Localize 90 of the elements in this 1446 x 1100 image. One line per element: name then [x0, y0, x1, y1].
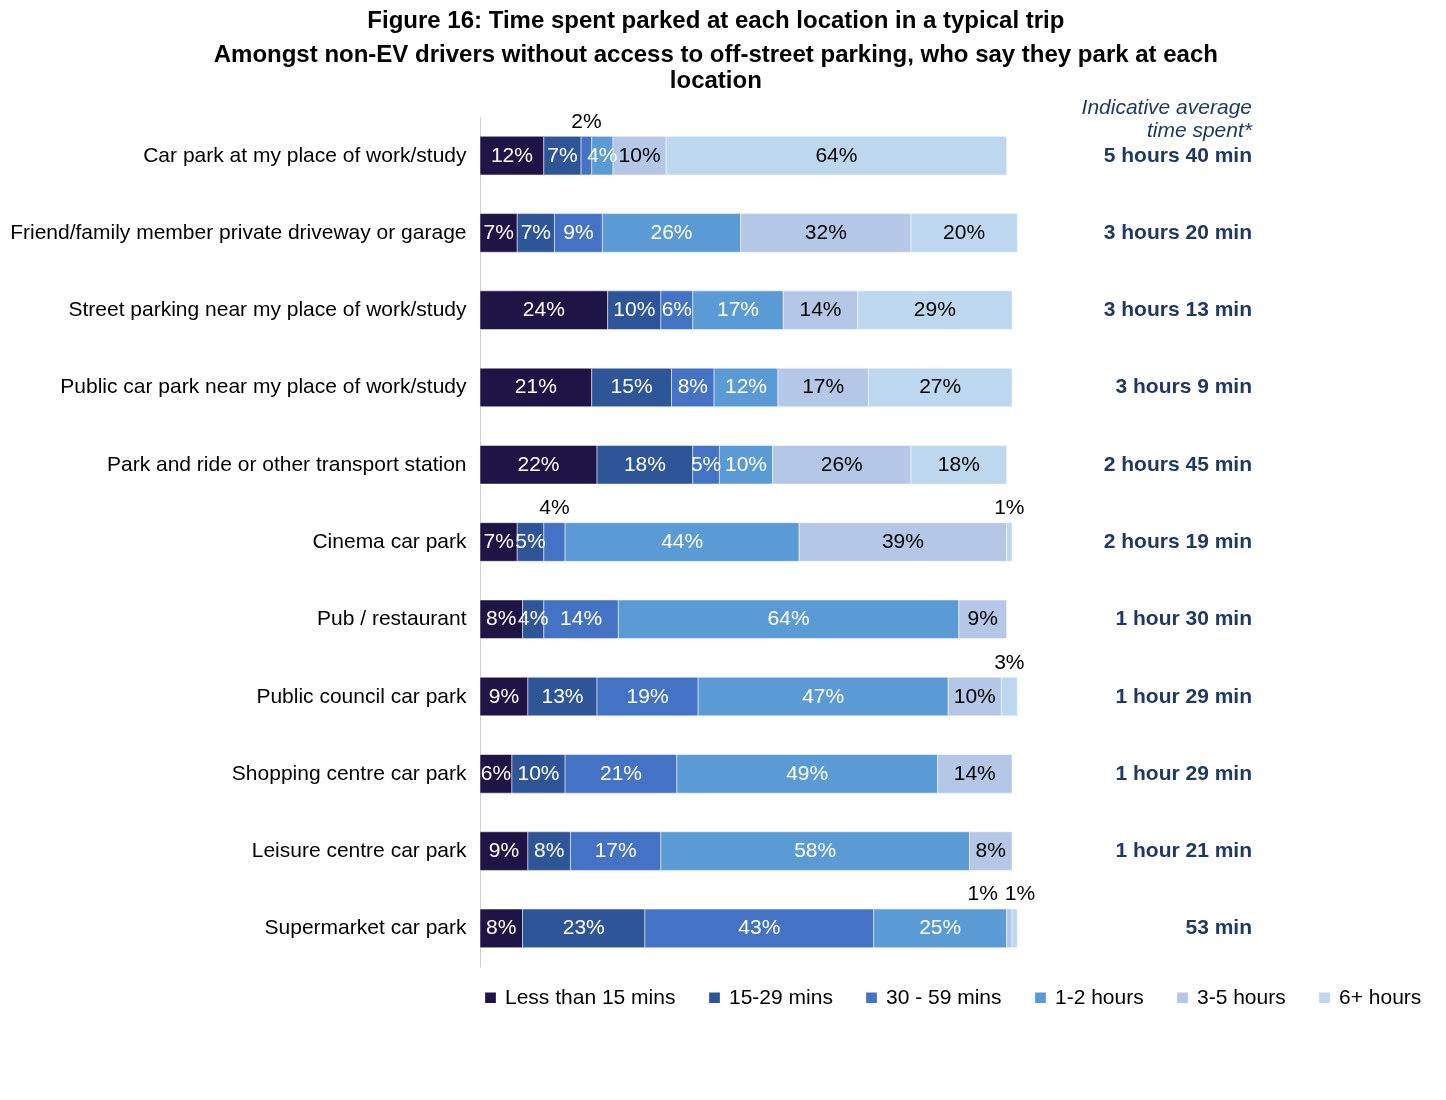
data-label: 14%	[953, 760, 996, 784]
data-label: 8%	[486, 915, 517, 939]
data-label: 15%	[610, 374, 653, 398]
data-label: 47%	[802, 683, 845, 707]
data-label: 17%	[594, 838, 637, 862]
data-label: 64%	[815, 142, 858, 166]
data-label: 27%	[919, 374, 962, 398]
data-label: 32%	[804, 219, 847, 243]
data-label: 8%	[677, 374, 708, 398]
data-label: 10%	[517, 760, 560, 784]
data-label: 10%	[618, 142, 661, 166]
data-label: 7%	[483, 529, 514, 552]
data-label: 21%	[514, 374, 557, 398]
data-label: 9%	[563, 219, 594, 243]
y-tick-label: Public council car park	[256, 683, 467, 707]
legend-label: 1-2 hours	[1055, 984, 1144, 1008]
data-label: 14%	[560, 606, 603, 630]
data-label: 14%	[799, 297, 842, 321]
data-label: 9%	[967, 606, 998, 630]
data-label: 17%	[802, 374, 845, 398]
legend-label: 15-29 mins	[729, 984, 833, 1008]
y-tick-label: Pub / restaurant	[317, 606, 467, 630]
data-label: 23%	[562, 915, 605, 939]
data-label: 7%	[547, 142, 578, 166]
y-tick-label: Cinema car park	[312, 529, 467, 552]
text: Indicative average time spent*	[1081, 95, 1253, 141]
text: 1 hour 21 min	[1115, 838, 1252, 862]
legend-label: Less than 15 mins	[505, 984, 676, 1008]
data-label: 49%	[786, 760, 829, 784]
data-label: 26%	[820, 451, 863, 475]
text: 2 hours 19 min	[1103, 529, 1252, 552]
data-label: 10%	[724, 451, 768, 475]
data-label: 24%	[522, 297, 565, 321]
data-label: 26%	[650, 219, 693, 243]
y-tick-label: Park and ride or other transport station	[106, 451, 467, 475]
data-label: 12%	[724, 374, 768, 398]
text: 2 hours 45 min	[1103, 451, 1252, 475]
data-label: 13%	[541, 683, 584, 707]
data-label: 8%	[486, 606, 517, 630]
chart-title: Figure 16: Time spent parked at each location in a typical trip	[367, 6, 1065, 33]
y-tick-label: Car park at my place of work/study	[143, 142, 467, 166]
data-label: 18%	[937, 451, 980, 475]
text: 3 hours 9 min	[1115, 374, 1252, 398]
text: 1 hour 29 min	[1115, 760, 1252, 784]
y-tick-label: Street parking near my place of work/study	[68, 297, 467, 321]
data-label: 8%	[975, 838, 1006, 862]
text: 1 hour 29 min	[1115, 683, 1252, 707]
y-tick-label: Leisure centre car park	[251, 838, 467, 862]
data-label: 58%	[794, 838, 837, 862]
data-label: 44%	[661, 529, 704, 552]
data-label: 21%	[599, 760, 642, 784]
data-label: 1%	[994, 495, 1025, 518]
data-label: 10%	[953, 683, 996, 707]
data-label: 10%	[613, 297, 656, 321]
data-label: 1%	[967, 881, 998, 905]
y-tick-label: Friend/family member private driveway or garage	[10, 219, 467, 243]
data-label: 6%	[480, 760, 512, 784]
data-label: 6%	[661, 297, 693, 321]
data-label: 22%	[517, 451, 560, 475]
data-label: 8%	[533, 838, 565, 862]
data-label: 43%	[738, 915, 781, 939]
data-label: 12%	[490, 142, 533, 166]
y-tick-label: Supermarket car park	[264, 915, 467, 939]
data-label: 17%	[717, 297, 760, 321]
data-label: 3%	[994, 649, 1025, 673]
data-label: 29%	[913, 297, 956, 321]
data-label: 9%	[488, 838, 520, 862]
data-label: 19%	[626, 683, 669, 707]
text: 3 hours 20 min	[1103, 219, 1252, 243]
text: 1 hour 30 min	[1115, 606, 1252, 630]
legend-label: 6+ hours	[1339, 984, 1422, 1008]
legend-label: 3-5 hours	[1197, 984, 1286, 1008]
data-label: 64%	[767, 606, 810, 630]
data-label: 25%	[919, 915, 962, 939]
data-label: 39%	[881, 529, 924, 552]
chart-subtitle: Amongst non-EV drivers without access to off-street parking, who say they park at each location	[213, 40, 1218, 93]
data-label: 20%	[943, 219, 986, 243]
data-label: 9%	[488, 683, 520, 707]
data-label: 2%	[571, 108, 602, 132]
data-label: 7%	[520, 219, 552, 243]
text: 3 hours 13 min	[1103, 297, 1252, 321]
legend-label: 30 - 59 mins	[886, 984, 1002, 1008]
data-label: 4%	[539, 495, 570, 518]
y-tick-label: Shopping centre car park	[231, 760, 467, 784]
y-tick-label: Public car park near my place of work/study	[60, 374, 467, 398]
data-label: 1%	[1004, 881, 1036, 905]
text: 53 min	[1185, 915, 1252, 939]
text: 5 hours 40 min	[1103, 142, 1252, 166]
data-label: 18%	[623, 451, 666, 475]
data-label: 7%	[483, 219, 514, 243]
